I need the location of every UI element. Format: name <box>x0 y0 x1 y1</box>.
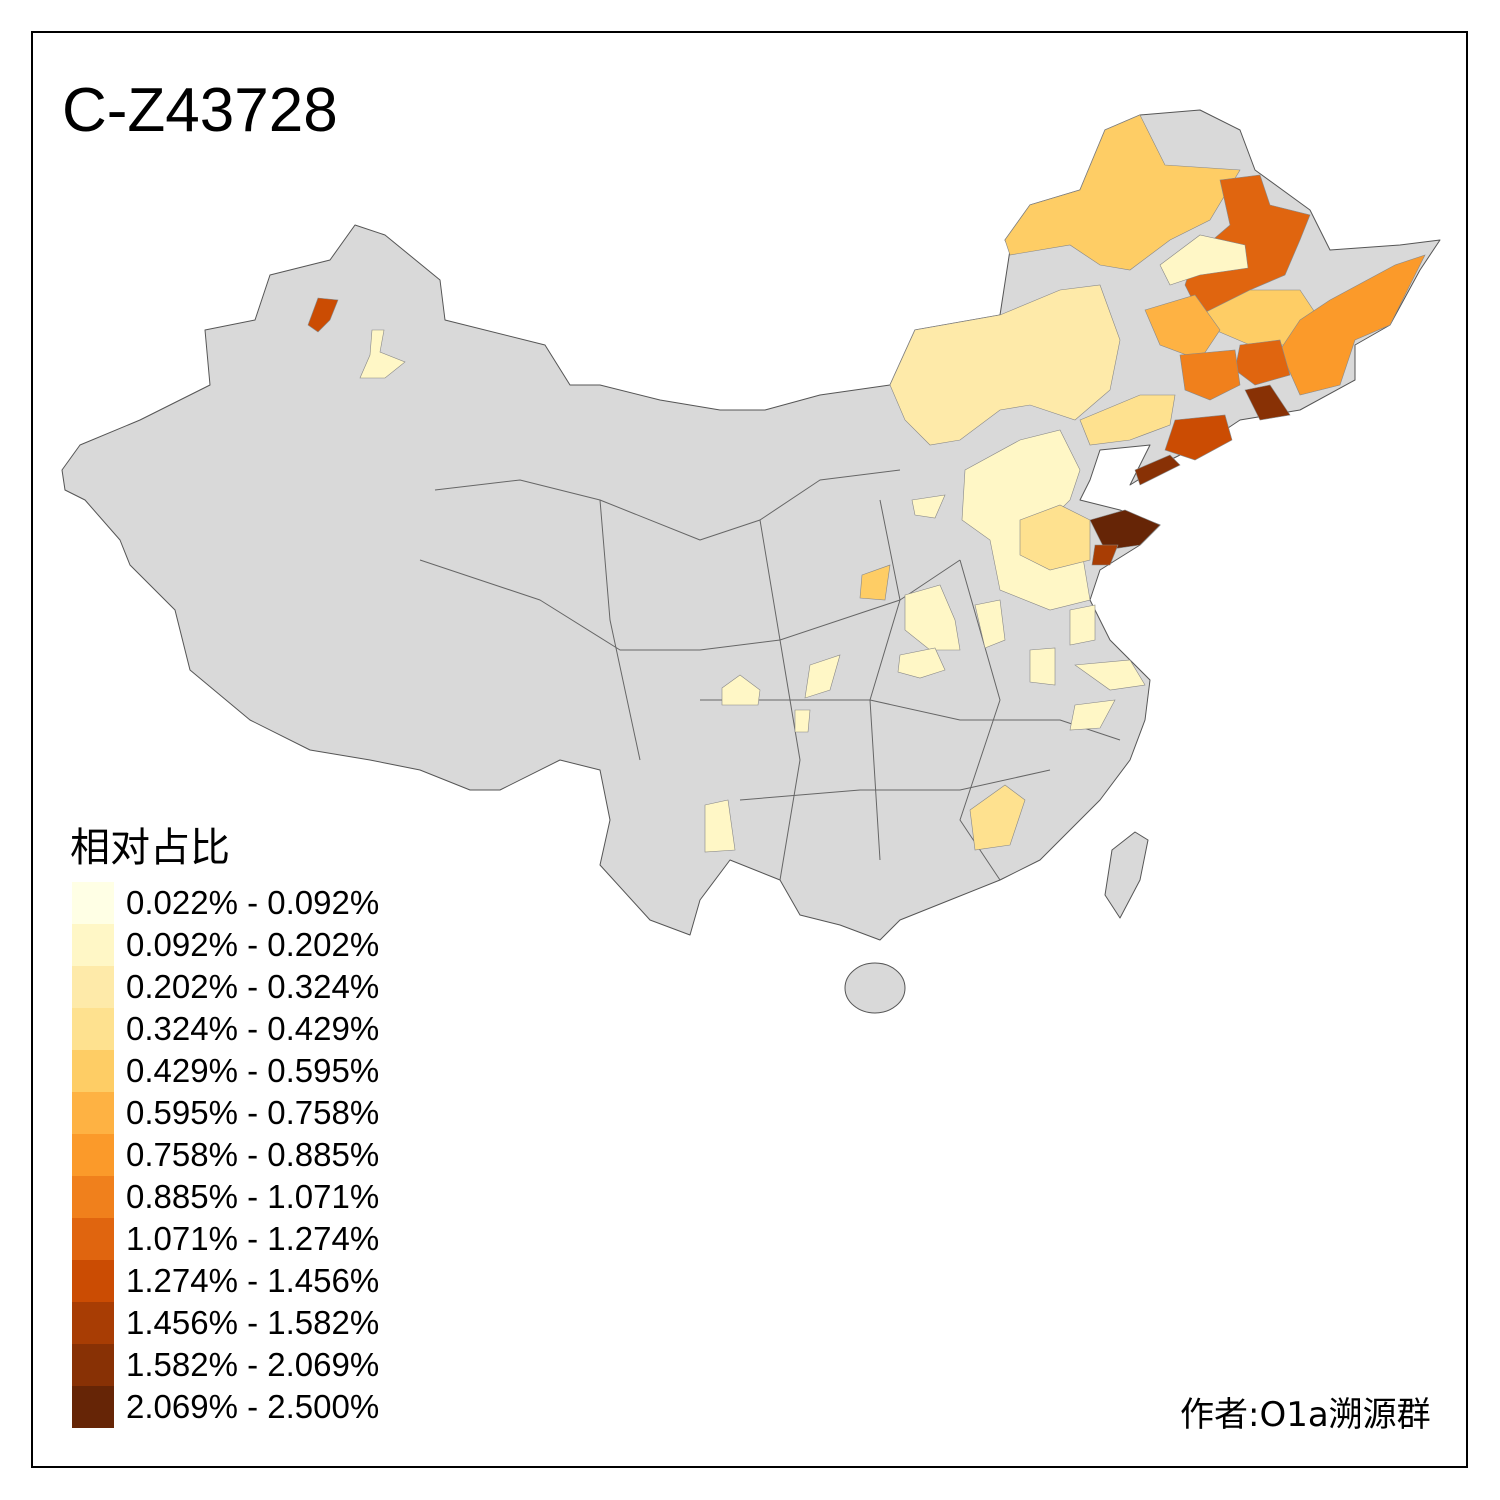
taiwan-island <box>1104 831 1149 919</box>
region-zhejiang <box>1069 699 1116 731</box>
region-xinjiang-north <box>307 297 339 333</box>
legend-item: 0.885% - 1.071% <box>72 1176 379 1218</box>
region-liaoning-north <box>1179 349 1241 401</box>
region-sichuan <box>721 674 761 706</box>
region-heilongjiang-east <box>1279 254 1426 396</box>
region-qingdao <box>1091 544 1119 566</box>
province-borders <box>419 469 1121 881</box>
region-guizhou <box>794 709 811 733</box>
region-liaoning-west <box>1079 394 1176 446</box>
legend-item: 1.582% - 2.069% <box>72 1344 379 1386</box>
legend-swatch <box>72 924 114 966</box>
author-credit: 作者:O1a溯源群 <box>1180 1395 1431 1435</box>
legend-label: 0.885% - 1.071% <box>126 1178 380 1215</box>
legend-item: 1.071% - 1.274% <box>72 1218 379 1260</box>
legend-item: 0.092% - 0.202% <box>72 924 379 966</box>
legend-swatch <box>72 1092 114 1134</box>
legend-label: 0.022% - 0.092% <box>126 884 380 921</box>
legend-item: 0.202% - 0.324% <box>72 966 379 1008</box>
legend-item: 0.022% - 0.092% <box>72 882 379 924</box>
region-liaoning-east <box>1164 414 1233 461</box>
legend-label: 0.429% - 0.595% <box>126 1052 380 1089</box>
region-dalian <box>1134 454 1181 486</box>
region-jilin-south <box>1244 384 1291 421</box>
legend-item: 1.274% - 1.456% <box>72 1260 379 1302</box>
legend-label: 0.092% - 0.202% <box>126 926 380 963</box>
legend-label: 0.595% - 0.758% <box>126 1094 380 1131</box>
region-chongqing <box>804 654 841 699</box>
legend-label: 2.069% - 2.500% <box>126 1388 380 1425</box>
map-title: C-Z43728 <box>62 76 338 145</box>
region-henan <box>904 584 961 651</box>
legend-label: 1.274% - 1.456% <box>126 1262 380 1299</box>
region-shandong-west <box>1019 504 1091 571</box>
hainan-island <box>844 962 906 1014</box>
legend-swatch <box>72 1134 114 1176</box>
region-shaanxi <box>859 564 891 601</box>
region-jiangxi <box>969 784 1026 851</box>
legend-label: 1.071% - 1.274% <box>126 1220 380 1257</box>
legend-item: 2.069% - 2.500% <box>72 1386 379 1428</box>
legend-swatch <box>72 1344 114 1386</box>
legend-swatch <box>72 1176 114 1218</box>
legend-item: 1.456% - 1.582% <box>72 1302 379 1344</box>
legend-item: 0.429% - 0.595% <box>72 1050 379 1092</box>
legend-swatch <box>72 966 114 1008</box>
legend-title: 相对占比 <box>70 825 230 871</box>
legend: 0.022% - 0.092% 0.092% - 0.202% 0.202% - 0… <box>72 882 379 1428</box>
legend-label: 1.582% - 2.069% <box>126 1346 380 1383</box>
region-xinjiang-urumqi <box>359 329 406 379</box>
map-frame <box>31 31 1468 1468</box>
region-ningxia <box>911 494 946 519</box>
region-hubei <box>897 647 946 679</box>
legend-label: 0.324% - 0.429% <box>126 1010 380 1047</box>
legend-swatch <box>72 882 114 924</box>
legend-item: 0.758% - 0.885% <box>72 1134 379 1176</box>
region-inner-mongolia-mid <box>889 284 1121 446</box>
legend-item: 0.595% - 0.758% <box>72 1092 379 1134</box>
region-jiangsu <box>1069 604 1096 646</box>
legend-item: 0.324% - 0.429% <box>72 1008 379 1050</box>
data-regions <box>307 114 1426 853</box>
region-anhui-south <box>1029 647 1056 686</box>
legend-swatch <box>72 1386 114 1428</box>
legend-label: 0.202% - 0.324% <box>126 968 380 1005</box>
legend-swatch <box>72 1260 114 1302</box>
legend-swatch <box>72 1302 114 1344</box>
legend-swatch <box>72 1008 114 1050</box>
legend-label: 1.456% - 1.582% <box>126 1304 380 1341</box>
region-jilin-west <box>1144 294 1221 361</box>
region-yunnan <box>704 799 736 853</box>
legend-swatch <box>72 1218 114 1260</box>
legend-label: 0.758% - 0.885% <box>126 1136 380 1173</box>
region-shanghai-area <box>1074 659 1146 691</box>
region-heilongjiang-light <box>1159 234 1249 286</box>
legend-swatch <box>72 1050 114 1092</box>
region-anhui <box>974 599 1006 649</box>
